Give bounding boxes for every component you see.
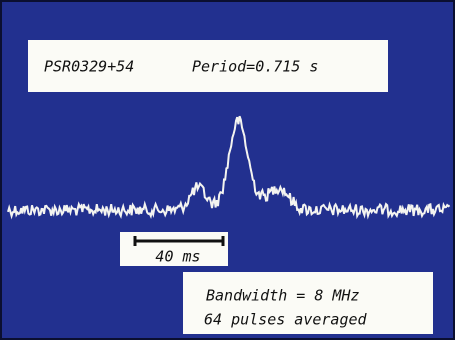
- period-label: Period=0.715 s: [192, 58, 318, 76]
- source-label: PSR0329+54: [44, 58, 134, 76]
- note: 64 pulses averaged: [204, 311, 368, 329]
- scale-bar-label: 40 ms: [155, 248, 200, 266]
- page: PSR0329+54 Period=0.715 s 40 ms Bandwidt…: [0, 0, 455, 340]
- figure: PSR0329+54 Period=0.715 s 40 ms Bandwidt…: [0, 0, 455, 340]
- note: Bandwidth = 8 MHz: [206, 287, 360, 305]
